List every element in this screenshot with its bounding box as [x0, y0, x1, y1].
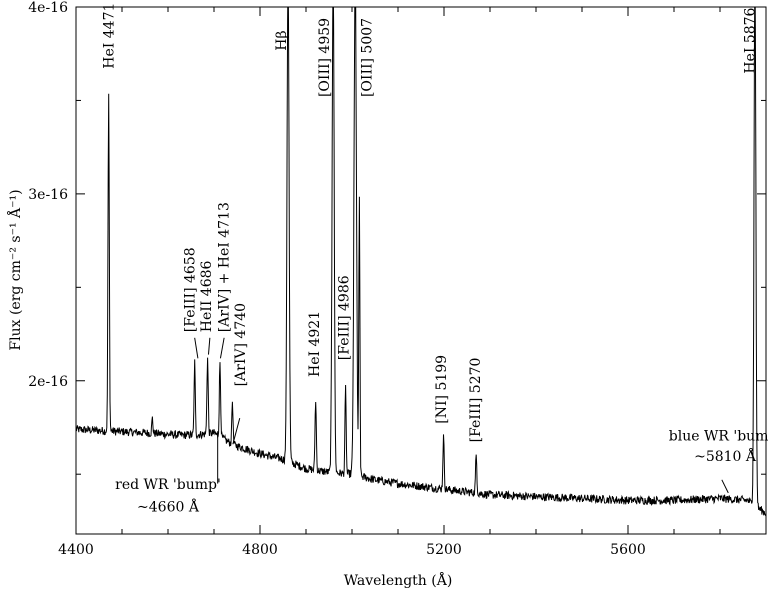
line-label: [FeIII] 4986	[337, 275, 353, 360]
line-label: HeI 4921	[307, 311, 323, 377]
line-label: HeI 5876	[742, 7, 758, 73]
plot-frame	[75, 6, 767, 535]
line-label: Hβ	[274, 30, 290, 50]
line-label: [FeIII] 4658	[183, 247, 199, 332]
y-tick-label: 2e-16	[28, 374, 68, 390]
line-label: ~4660 Å	[137, 498, 200, 516]
annotations: HeI 4471 Hβ [OIII] 4959 [OIII] 5007 HeI 5876…	[102, 3, 768, 516]
x-tick-label: 5200	[426, 542, 462, 558]
spectrum-line	[76, 7, 766, 517]
line-label: [FeIII] 5270	[468, 358, 484, 443]
y-tick-label: 3e-16	[28, 187, 68, 203]
line-label: [OIII] 4959	[317, 18, 333, 97]
line-label: [ArIV] 4740	[233, 303, 249, 386]
x-tick-label: 4400	[58, 542, 94, 558]
line-label: red WR 'bump'	[115, 477, 221, 493]
line-label: blue WR 'bump'	[669, 429, 768, 445]
leader-line	[194, 337, 199, 359]
y-axis-title: Flux (erg cm⁻² s⁻¹ Å⁻¹)	[6, 189, 24, 350]
x-tick-label: 5600	[610, 542, 646, 558]
line-label: [OIII] 5007	[360, 18, 376, 97]
line-label: HeI 4471	[102, 3, 118, 69]
y-tick-label: 4e-16	[28, 0, 68, 16]
plot-area	[75, 6, 767, 535]
x-tick-label: 4800	[242, 542, 278, 558]
leader-line	[207, 337, 211, 355]
line-label: ~5810 Å	[694, 447, 757, 465]
y-axis: 2e-16 3e-16 4e-16	[28, 0, 766, 475]
line-label: [ArIV] + HeI 4713	[217, 202, 233, 332]
leader-line	[721, 479, 729, 494]
line-label: [NI] 5199	[434, 355, 450, 424]
leader-line	[219, 337, 225, 359]
x-axis-title: Wavelength (Å)	[344, 571, 453, 589]
line-label: HeII 4686	[199, 260, 215, 332]
leader-line	[232, 418, 241, 445]
x-axis: 4400 4800 5200 5600	[58, 7, 767, 558]
